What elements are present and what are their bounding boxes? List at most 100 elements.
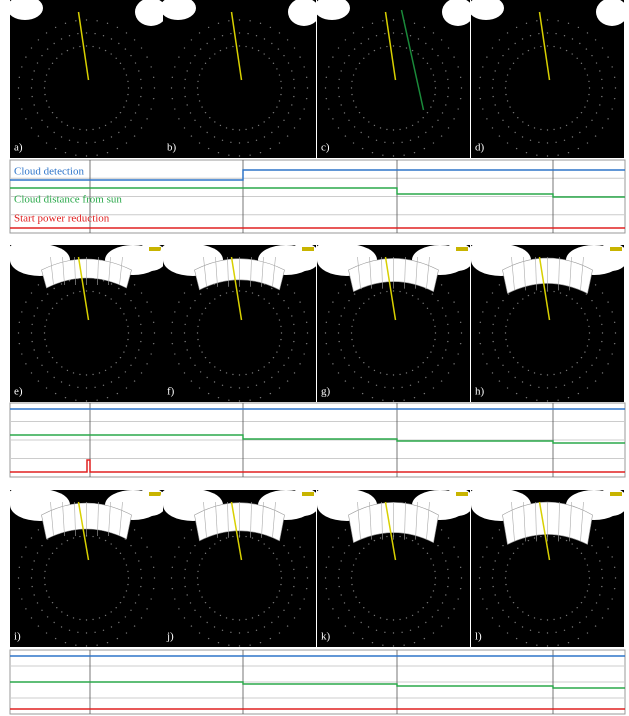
grid-dot [538, 142, 539, 143]
grid-dot [123, 106, 124, 107]
grid-dot [73, 47, 74, 48]
grid-dot [522, 298, 523, 299]
grid-dot [399, 129, 400, 130]
grid-dot [127, 584, 128, 585]
grid-dot [230, 632, 231, 633]
grid-dot [55, 27, 56, 28]
grid-dot [111, 136, 112, 137]
grid-dot [348, 300, 349, 301]
grid-dot [530, 385, 531, 386]
grid-dot [280, 339, 281, 340]
grid-dot [338, 332, 339, 333]
grid-dot [21, 108, 22, 109]
grid-dot [601, 324, 602, 325]
grid-dot [48, 351, 49, 352]
grid-dot [359, 112, 360, 113]
grid-dot [414, 152, 415, 153]
grid-dot [228, 399, 229, 400]
grid-dot [353, 100, 354, 101]
grid-dot [401, 142, 402, 143]
grid-dot [568, 152, 569, 153]
grid-dot [578, 148, 579, 149]
grid-dot [226, 47, 227, 48]
grid-dot [587, 74, 588, 75]
grid-dot [368, 611, 369, 612]
grid-dot [560, 372, 561, 373]
grid-dot [140, 341, 141, 342]
grid-dot [194, 545, 195, 546]
grid-dot [31, 79, 32, 80]
legend-power-reduction: Start power reduction [14, 213, 110, 225]
grid-dot [560, 292, 561, 293]
grid-dot [47, 616, 48, 617]
grid-dot [264, 626, 265, 627]
grid-dot [245, 46, 246, 47]
grid-dot [38, 284, 39, 285]
grid-dot [442, 357, 443, 358]
grid-dot [200, 48, 201, 49]
grid-dot [184, 87, 185, 88]
grid-dot [33, 560, 34, 561]
grid-dot [453, 546, 454, 547]
grid-dot [595, 39, 596, 40]
grid-dot [482, 598, 483, 599]
grid-dot [190, 357, 191, 358]
grid-dot [509, 313, 510, 314]
grid-dot [125, 371, 126, 372]
grid-dot [587, 590, 588, 591]
grid-dot [494, 349, 495, 350]
grid-dot [528, 125, 529, 126]
grid-dot [433, 564, 434, 565]
grid-dot [587, 319, 588, 320]
grid-dot [110, 366, 111, 367]
grid-dot [273, 63, 274, 64]
grid-dot [258, 50, 259, 51]
grid-dot [222, 385, 223, 386]
grid-dot [293, 324, 294, 325]
grid-dot [345, 380, 346, 381]
grid-dot [153, 98, 154, 99]
grid-dot [107, 397, 108, 398]
grid-dot [178, 56, 179, 57]
grid-dot [130, 545, 131, 546]
grid-dot [172, 567, 173, 568]
grid-dot [283, 300, 284, 301]
grid-dot [184, 47, 185, 48]
grid-dot [614, 588, 615, 589]
grid-dot [513, 602, 514, 603]
grid-dot [47, 48, 48, 49]
grid-dot [118, 43, 119, 44]
grid-dot [56, 303, 57, 304]
grid-dot [120, 553, 121, 554]
grid-dot [514, 622, 515, 623]
grid-dot [553, 129, 554, 130]
grid-dot [110, 53, 111, 54]
grid-dot [384, 142, 385, 143]
grid-dot [103, 385, 104, 386]
panel-label: l) [475, 631, 482, 643]
grid-dot [199, 32, 200, 33]
grid-dot [412, 125, 413, 126]
grid-dot [299, 118, 300, 119]
grid-dot [118, 622, 119, 623]
grid-dot [56, 117, 57, 118]
grid-dot [111, 38, 112, 39]
grid-dot [186, 104, 187, 105]
grid-dot [294, 537, 295, 538]
timestamp [610, 247, 622, 251]
grid-dot [288, 552, 289, 553]
grid-dot [222, 35, 223, 36]
grid-dot [191, 284, 192, 285]
grid-dot [380, 617, 381, 618]
grid-dot [118, 288, 119, 289]
grid-dot [607, 608, 608, 609]
grid-dot [194, 610, 195, 611]
grid-dot [434, 94, 435, 95]
grid-dot [494, 70, 495, 71]
grid-dot [31, 292, 32, 293]
grid-dot [363, 607, 364, 608]
grid-dot [553, 536, 554, 537]
grid-dot [209, 362, 210, 363]
grid-dot [572, 626, 573, 627]
grid-dot [595, 380, 596, 381]
